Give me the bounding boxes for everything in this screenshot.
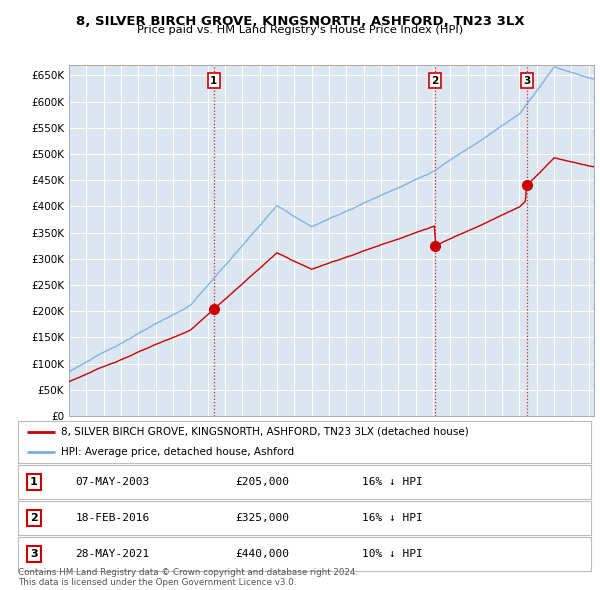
- Text: 3: 3: [523, 76, 530, 86]
- Text: 8, SILVER BIRCH GROVE, KINGSNORTH, ASHFORD, TN23 3LX: 8, SILVER BIRCH GROVE, KINGSNORTH, ASHFO…: [76, 15, 524, 28]
- Text: 8, SILVER BIRCH GROVE, KINGSNORTH, ASHFORD, TN23 3LX (detached house): 8, SILVER BIRCH GROVE, KINGSNORTH, ASHFO…: [61, 427, 469, 437]
- Text: 10% ↓ HPI: 10% ↓ HPI: [362, 549, 422, 559]
- Text: £440,000: £440,000: [236, 549, 290, 559]
- Text: £205,000: £205,000: [236, 477, 290, 487]
- Text: 3: 3: [30, 549, 38, 559]
- Text: 16% ↓ HPI: 16% ↓ HPI: [362, 513, 422, 523]
- Text: HPI: Average price, detached house, Ashford: HPI: Average price, detached house, Ashf…: [61, 447, 294, 457]
- Text: 2: 2: [431, 76, 439, 86]
- Text: 28-MAY-2021: 28-MAY-2021: [76, 549, 149, 559]
- Text: 2: 2: [30, 513, 38, 523]
- Text: 16% ↓ HPI: 16% ↓ HPI: [362, 477, 422, 487]
- Text: Price paid vs. HM Land Registry's House Price Index (HPI): Price paid vs. HM Land Registry's House …: [137, 25, 463, 35]
- Text: 1: 1: [30, 477, 38, 487]
- Text: Contains HM Land Registry data © Crown copyright and database right 2024.
This d: Contains HM Land Registry data © Crown c…: [18, 568, 358, 587]
- Text: 1: 1: [210, 76, 217, 86]
- Text: £325,000: £325,000: [236, 513, 290, 523]
- Text: 07-MAY-2003: 07-MAY-2003: [76, 477, 149, 487]
- Text: 18-FEB-2016: 18-FEB-2016: [76, 513, 149, 523]
